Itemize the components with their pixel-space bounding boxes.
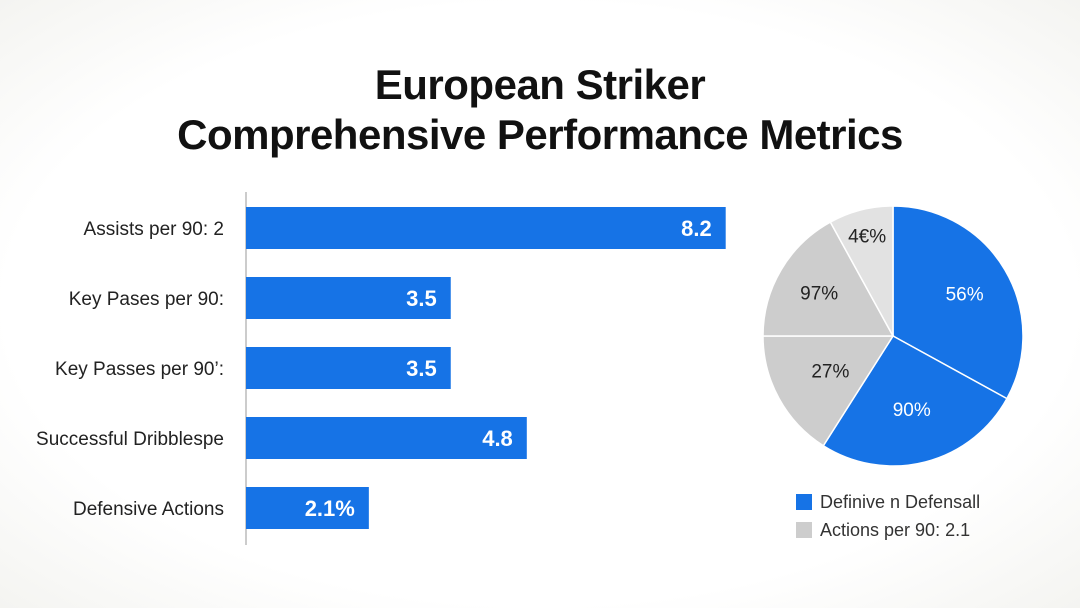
legend-label-1: Definive n Defensall: [820, 491, 981, 512]
pie-slice-label: 97%: [800, 283, 838, 304]
bar-data-label: 8.2: [681, 216, 712, 241]
bar-category-label: Defensive Actions: [73, 499, 224, 520]
bar: [246, 347, 451, 389]
pie-slice-label: 56%: [946, 285, 984, 306]
bar-category-label: Key Pases per 90:: [69, 289, 224, 310]
pie-slice: [762, 335, 895, 447]
pie-chart: 56% 90% 27% 97% 4€%: [762, 205, 1024, 467]
bar: [246, 487, 369, 529]
pie-legend: Definive n Defensall Actions per 90: 2.1: [796, 488, 980, 544]
bar-data-label: 3.5: [406, 286, 437, 311]
legend-item-2: Actions per 90: 2.1: [796, 516, 980, 544]
legend-swatch-1: [796, 494, 812, 510]
bar-category-label: Assists per 90: 2: [84, 219, 224, 240]
pie-slice: [892, 205, 1024, 400]
bar-chart: Assists per 90: 2 8.2 Key Pases per 90: 3.5…: [36, 207, 726, 529]
bar: [246, 207, 726, 249]
title-line-2: Comprehensive Performance Metrics: [177, 111, 903, 158]
legend-label-2: Actions per 90: 2.1: [820, 519, 971, 540]
pie-slice: [822, 335, 1008, 467]
pie-slice-label: 90%: [893, 400, 931, 421]
bar: [246, 277, 451, 319]
legend-swatch-2: [796, 522, 812, 538]
chart-title: European Striker Comprehensive Performan…: [0, 60, 1080, 160]
bar-data-label: 2.1%: [305, 496, 355, 521]
bar: [246, 417, 527, 459]
pie-slice-label: 4€%: [848, 226, 886, 247]
pie-slice: [762, 221, 895, 337]
bar-data-label: 3.5: [406, 356, 437, 381]
pie-slice: [829, 205, 894, 337]
bar-data-label: 4.8: [482, 426, 513, 451]
bar-category-label: Successful Dribblespe: [36, 429, 224, 450]
legend-item-1: Definive n Defensall: [796, 488, 980, 516]
title-line-1: European Striker: [374, 61, 706, 108]
bar-category-label: Key Passes per 90’:: [55, 359, 224, 380]
pie-slice-label: 27%: [811, 361, 849, 382]
